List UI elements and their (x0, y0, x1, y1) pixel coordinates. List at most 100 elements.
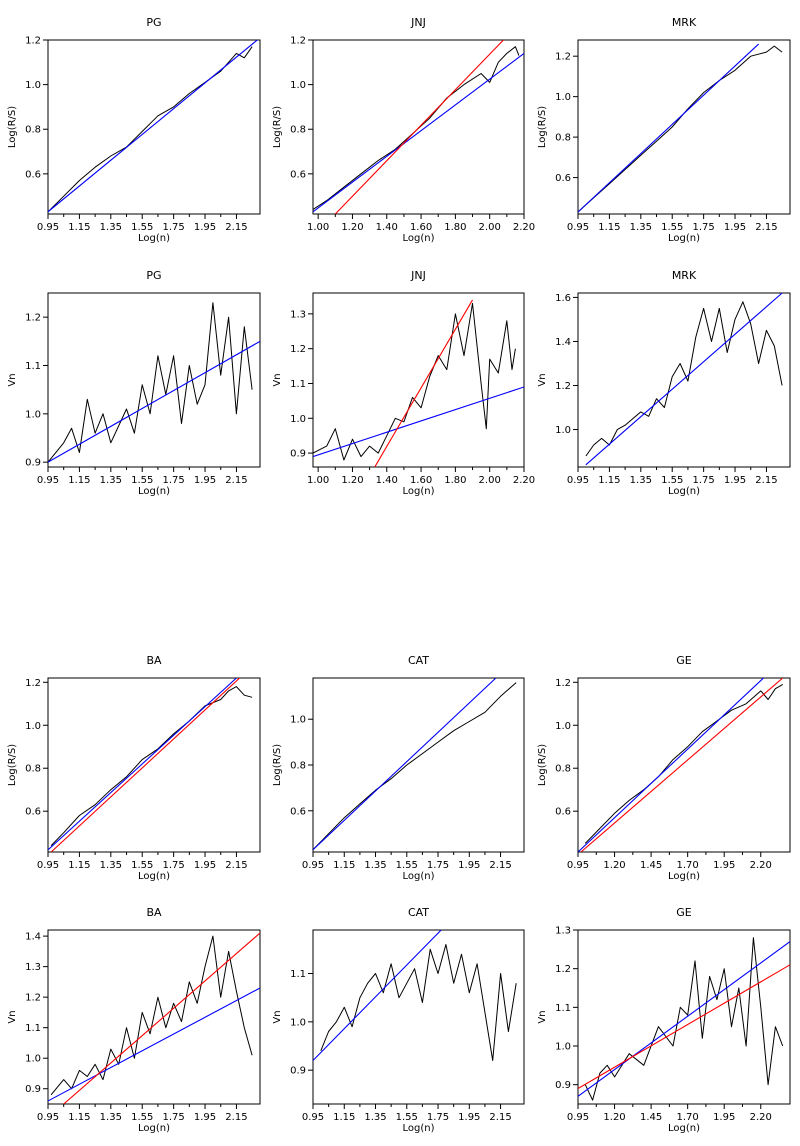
x-tick-label: 1.40 (376, 475, 398, 486)
x-tick-label: 1.15 (68, 475, 90, 486)
y-tick-label: 0.6 (290, 169, 306, 180)
plot-frame (47, 929, 261, 1105)
x-tick-label: 2.15 (489, 860, 511, 871)
x-tick-label: 1.15 (333, 860, 355, 871)
x-tick-label: 1.35 (100, 222, 122, 233)
x-tick-label: 0.95 (567, 860, 589, 871)
x-tick-label: 1.15 (68, 222, 90, 233)
x-tick-label: 1.45 (640, 860, 662, 871)
x-tick-label: 0.95 (302, 1112, 324, 1123)
chart-title: CAT (408, 654, 429, 667)
y-tick-label: 0.9 (290, 449, 306, 460)
blue-fit-line (313, 52, 524, 213)
plot-area (578, 43, 783, 213)
y-tick-label: 0.9 (25, 1084, 41, 1095)
data-series-line (320, 944, 517, 1061)
y-tick-label: 1.0 (25, 1054, 41, 1065)
chart-panel-4: PG 0.95 1.15 1.35 1.55 1.75 1.95 2.15 0.9 1.0 1.1 1… (7, 269, 261, 497)
plot-frame (312, 292, 525, 468)
x-tick-label: 2.20 (750, 1112, 772, 1123)
plot-area (313, 40, 524, 214)
y-tick-label: 1.0 (555, 425, 571, 436)
x-axis-label: Log(n) (402, 1123, 434, 1134)
y-tick-label: 1.0 (25, 721, 41, 732)
x-tick-label: 1.35 (364, 860, 386, 871)
y-tick-label: 1.2 (555, 964, 571, 975)
x-tick-label: 1.55 (131, 222, 153, 233)
x-tick-label: 1.20 (603, 1112, 625, 1123)
x-tick-label: 2.15 (755, 475, 777, 486)
x-tick-label: 1.75 (162, 1112, 184, 1123)
y-tick-label: 1.2 (555, 381, 571, 392)
x-tick-label: 1.35 (100, 860, 122, 871)
x-tick-label: 0.95 (37, 1112, 59, 1123)
x-tick-label: 2.20 (750, 860, 772, 871)
plot-frame (577, 677, 791, 853)
y-tick-label: 1.4 (25, 932, 41, 943)
x-axis-label: Log(n) (138, 1123, 170, 1134)
x-tick-label: 0.95 (567, 1112, 589, 1123)
y-tick-label: 0.8 (25, 125, 41, 136)
y-tick-label: 1.0 (290, 715, 306, 726)
x-tick-label: 0.95 (567, 475, 589, 486)
x-tick-label: 1.15 (598, 222, 620, 233)
chart-panel-8: CAT 0.95 1.15 1.35 1.55 1.75 1.95 2.15 0.6 0.8 1.0… (272, 654, 525, 882)
red-fit-line (334, 40, 504, 214)
y-tick-label: 1.1 (555, 1003, 571, 1014)
y-axis-label: Vn (272, 1010, 283, 1023)
x-tick-label: 1.75 (162, 222, 184, 233)
x-tick-label: 2.15 (225, 475, 247, 486)
plot-area (48, 678, 253, 852)
x-tick-label: 1.35 (630, 475, 652, 486)
x-tick-label: 1.95 (713, 1112, 735, 1123)
plot-frame (47, 677, 261, 853)
y-tick-label: 0.8 (555, 133, 571, 144)
blue-fit-line (578, 941, 790, 1097)
red-fit-line (50, 678, 241, 852)
y-tick-label: 1.2 (25, 678, 41, 689)
x-tick-label: 1.15 (68, 860, 90, 871)
y-axis-label: Log(R/S) (7, 744, 18, 786)
y-tick-label: 1.1 (290, 969, 306, 980)
y-tick-label: 0.6 (25, 807, 41, 818)
plot-frame (47, 39, 261, 215)
x-tick-label: 1.35 (100, 1112, 122, 1123)
x-tick-label: 2.15 (225, 1112, 247, 1123)
x-tick-label: 1.00 (307, 222, 329, 233)
y-tick-label: 0.8 (290, 125, 306, 136)
chart-title: PG (146, 269, 161, 282)
x-tick-label: 1.20 (603, 860, 625, 871)
x-tick-label: 1.75 (427, 860, 449, 871)
x-tick-label: 0.95 (37, 860, 59, 871)
y-tick-label: 0.9 (25, 458, 41, 469)
x-tick-label: 0.95 (567, 222, 589, 233)
y-tick-label: 0.6 (290, 806, 306, 817)
plot-area (313, 678, 517, 851)
y-tick-label: 1.0 (555, 92, 571, 103)
blue-fit-line (313, 678, 497, 851)
y-tick-label: 1.2 (290, 344, 306, 355)
x-axis-label: Log(n) (668, 486, 700, 497)
x-tick-label: 1.20 (341, 475, 363, 486)
chart-title: MRK (672, 269, 697, 282)
x-tick-label: 2.15 (755, 222, 777, 233)
y-tick-label: 0.6 (555, 173, 571, 184)
x-tick-label: 1.75 (692, 222, 714, 233)
plot-area (578, 678, 784, 852)
y-tick-label: 1.1 (25, 361, 41, 372)
red-fit-line (63, 932, 260, 1104)
y-tick-label: 1.2 (25, 993, 41, 1004)
x-tick-label: 1.55 (131, 1112, 153, 1123)
chart-panel-9: GE 0.95 1.20 1.45 1.70 1.95 2.20 0.6 0.8 1.0 1.2 Lo… (537, 654, 791, 882)
x-tick-label: 1.95 (724, 222, 746, 233)
x-tick-label: 1.75 (162, 860, 184, 871)
x-axis-label: Log(n) (668, 233, 700, 244)
x-tick-label: 2.00 (479, 222, 501, 233)
x-tick-label: 0.95 (302, 860, 324, 871)
chart-panel-5: JNJ 1.00 1.20 1.40 1.60 1.80 2.00 2.20 0.9 1.0 1.1… (272, 269, 535, 497)
y-tick-label: 1.0 (25, 80, 41, 91)
blue-fit-line (48, 678, 237, 851)
red-fit-line (578, 964, 790, 1090)
y-axis-label: Vn (537, 373, 548, 386)
